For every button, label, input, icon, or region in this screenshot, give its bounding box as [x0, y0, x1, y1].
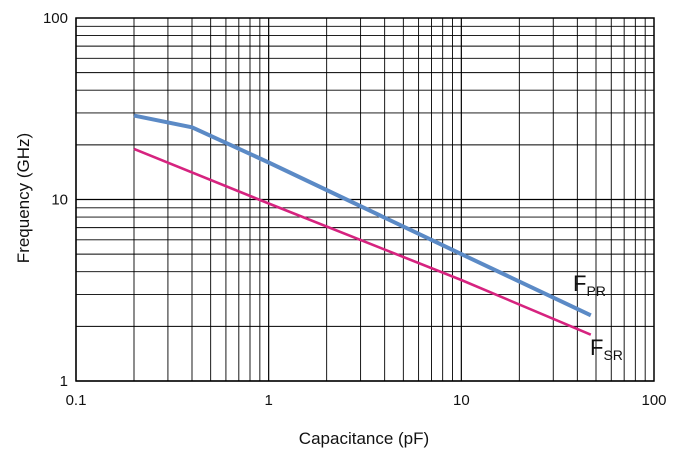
series-label-fsr: FSR: [590, 335, 623, 363]
x-tick-label: 0.1: [66, 392, 87, 409]
y-tick-label: 10: [51, 192, 68, 209]
series-layer: [133, 113, 592, 336]
x-tick-label: 100: [641, 392, 666, 409]
x-axis-ticks: 0.1 1 10 100: [66, 392, 667, 409]
y-tick-label: 1: [60, 373, 68, 390]
y-tick-label: 100: [43, 10, 68, 27]
series-line-fsr: [133, 147, 592, 336]
series-label-fpr-main: F: [573, 271, 586, 296]
y-axis-ticks: 1 10 100: [43, 10, 68, 390]
series-label-fpr-sub: PR: [586, 283, 605, 299]
series-label-fpr: FPR: [573, 271, 606, 299]
x-tick-label: 10: [453, 392, 470, 409]
x-tick-label: 1: [264, 392, 272, 409]
series-label-fsr-main: F: [590, 335, 603, 360]
plot-frame: [75, 17, 655, 382]
x-axis-title: Capacitance (pF): [299, 429, 429, 448]
series-label-fsr-sub: SR: [603, 347, 622, 363]
series-line-fpr: [133, 113, 592, 318]
y-axis-title: Frequency (GHz): [14, 133, 33, 263]
